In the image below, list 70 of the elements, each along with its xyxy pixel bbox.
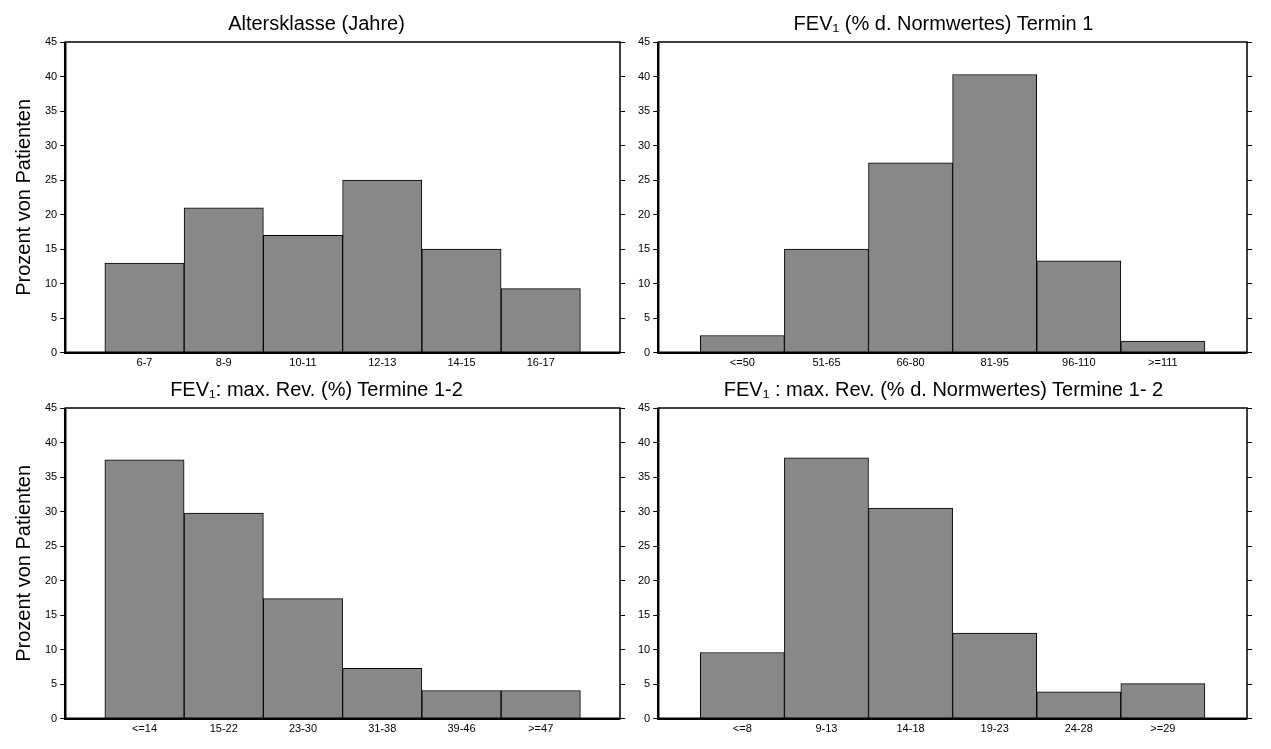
y-tick-label: 15: [44, 242, 58, 255]
x-tick-label: 51-65: [812, 356, 841, 369]
y-tick-label: 40: [44, 435, 58, 448]
x-tick-label: 12-13: [368, 356, 397, 369]
x-tick-label: 31-38: [368, 722, 397, 735]
x-tick-label: <=8: [732, 722, 752, 735]
x-tick-label: 14-15: [447, 356, 476, 369]
y-tick-label: 45: [44, 401, 58, 414]
y-tick-label: 10: [44, 276, 58, 289]
x-tick-label: <=50: [729, 356, 755, 369]
y-tick-label: 30: [637, 504, 651, 517]
x-tick-label: 14-18: [896, 722, 925, 735]
y-tick-label: 10: [44, 642, 58, 655]
x-tick-label: 39-46: [447, 722, 476, 735]
y-tick-label: 35: [637, 470, 651, 483]
x-tick-label: 81-95: [980, 356, 1009, 369]
x-tick-label: 10-11: [289, 356, 317, 369]
x-tick-label: 8-9: [215, 356, 232, 369]
y-tick-label: 40: [637, 435, 651, 448]
y-tick-label: 45: [44, 35, 58, 48]
x-tick-label: 16-17: [526, 356, 555, 369]
y-tick-label: 30: [44, 138, 58, 151]
y-tick-label: 0: [644, 345, 651, 358]
x-tick-label: 9-13: [815, 722, 838, 735]
x-tick-label: 96-110: [1062, 356, 1096, 369]
y-tick-label: 30: [44, 504, 58, 517]
y-tick-label: 15: [637, 242, 651, 255]
x-tick-label: 19-23: [980, 722, 1009, 735]
y-tick-label: 0: [51, 345, 58, 358]
x-tick-label: 23-30: [288, 722, 318, 735]
chart-title: Altersklasse (Jahre): [228, 11, 405, 34]
y-tick-label: 5: [644, 677, 651, 690]
y-tick-label: 45: [637, 401, 651, 414]
x-tick-label: >=111: [1148, 356, 1178, 369]
x-tick-label: 66-80: [896, 356, 925, 369]
x-tick-label: 15-22: [209, 722, 238, 735]
y-tick-label: 5: [51, 311, 58, 324]
y-tick-label: 20: [44, 573, 58, 586]
y-axis-title: Prozent von Patienten: [11, 99, 34, 296]
x-tick-label: >=29: [1150, 722, 1176, 735]
y-tick-label: 20: [637, 573, 651, 586]
y-tick-label: 0: [644, 711, 651, 724]
y-tick-label: 35: [44, 470, 58, 483]
chart-title: FEV₁ (% d. Normwertes) Termin 1: [793, 11, 1094, 34]
y-tick-label: 25: [44, 539, 58, 552]
y-tick-label: 35: [44, 104, 58, 117]
x-tick-label: <=14: [131, 722, 158, 735]
y-tick-label: 5: [51, 677, 58, 690]
y-tick-label: 10: [637, 276, 651, 289]
chart-title: FEV₁: max. Rev. (%) Termine 1-2: [170, 377, 463, 400]
y-tick-label: 20: [44, 207, 58, 220]
y-tick-label: 25: [44, 173, 58, 186]
y-tick-label: 5: [644, 311, 651, 324]
x-tick-label: >=47: [528, 722, 554, 735]
y-tick-label: 15: [637, 608, 651, 621]
y-tick-label: 40: [637, 69, 651, 82]
x-tick-label: 6-7: [136, 356, 153, 369]
chart-title: FEV₁ : max. Rev. (% d. Normwertes) Termine 1- 2: [723, 377, 1164, 400]
y-tick-label: 35: [637, 104, 651, 117]
y-tick-label: 25: [637, 173, 651, 186]
x-tick-label: 24-28: [1064, 722, 1093, 735]
y-tick-label: 40: [44, 69, 58, 82]
y-axis-title: Prozent von Patienten: [11, 465, 34, 662]
y-tick-label: 15: [44, 608, 58, 621]
y-tick-label: 45: [637, 35, 651, 48]
y-tick-label: 0: [51, 711, 58, 724]
y-tick-label: 20: [637, 207, 651, 220]
y-tick-label: 10: [637, 642, 651, 655]
y-tick-label: 30: [637, 138, 651, 151]
y-tick-label: 25: [637, 539, 651, 552]
